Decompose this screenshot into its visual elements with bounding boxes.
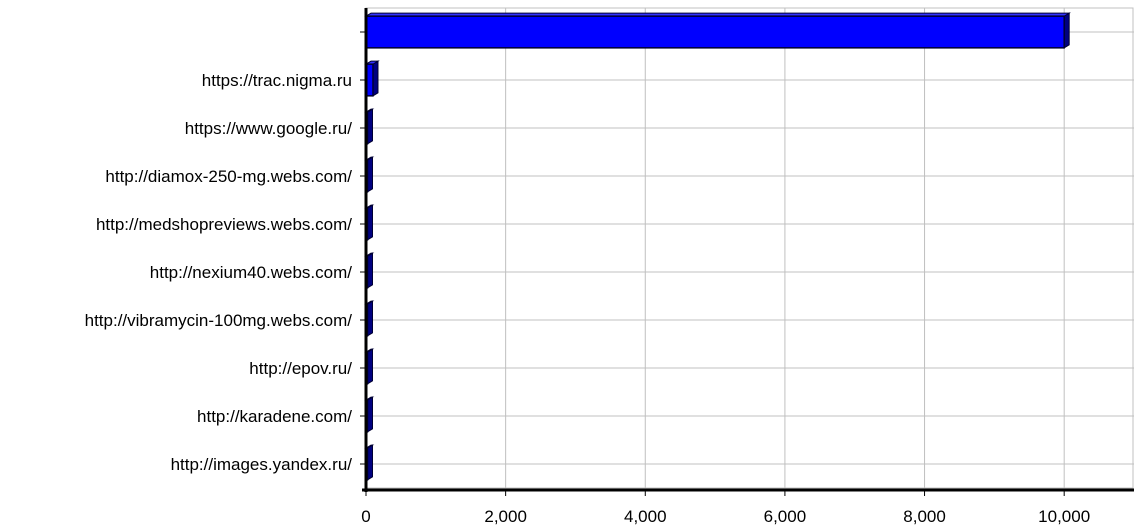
y-tick-label: http://medshopreviews.webs.com/ [96, 215, 352, 234]
y-tick-label: http://vibramycin-100mg.webs.com/ [85, 311, 353, 330]
x-tick-label: 2,000 [484, 507, 527, 526]
grid-lines [366, 8, 1134, 488]
y-tick-label: https://www.google.ru/ [185, 119, 353, 138]
y-tick-label: http://images.yandex.ru/ [171, 455, 353, 474]
y-tick-label: http://epov.ru/ [249, 359, 352, 378]
y-tick-label: https://trac.nigma.ru [202, 71, 352, 90]
y-tick-label: http://diamox-250-mg.webs.com/ [105, 167, 352, 186]
x-tick-label: 8,000 [903, 507, 946, 526]
x-tick-label: 4,000 [624, 507, 667, 526]
y-tick-label: http://karadene.com/ [197, 407, 352, 426]
x-tick-label: 6,000 [764, 507, 807, 526]
x-tick-label: 10,000 [1038, 507, 1090, 526]
x-tick-label: 0 [361, 507, 370, 526]
y-tick-label: http://nexium40.webs.com/ [150, 263, 352, 282]
bar [366, 16, 1064, 48]
